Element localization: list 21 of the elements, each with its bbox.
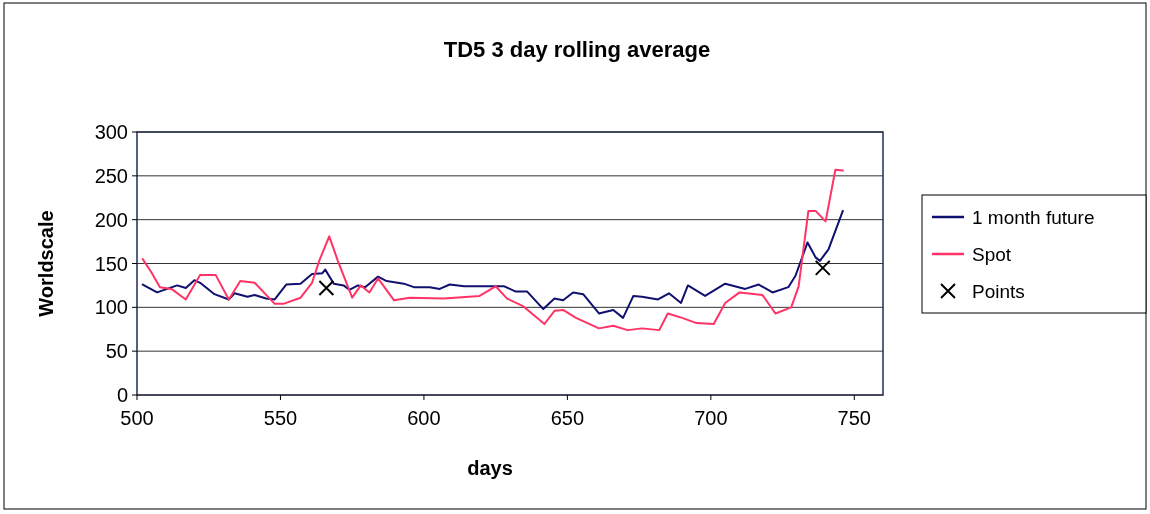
x-tick-label: 600 [407,407,441,429]
y-tick-label: 150 [94,252,128,275]
y-axis-title: Worldscale [35,210,57,317]
x-tick-label: 650 [550,407,585,429]
x-tick-label: 550 [263,407,298,429]
legend-label: Points [972,280,1025,302]
y-tick-label: 0 [116,384,128,406]
line-series [141,209,844,319]
x-tick-label: 500 [120,407,154,429]
x-tick-label: 750 [837,407,871,429]
y-tick-label: 50 [105,340,128,363]
y-tick-label: 300 [94,121,128,143]
y-tick-label: 250 [94,164,128,187]
chart-title: TD5 3 day rolling average [443,37,711,62]
line-series [141,168,844,332]
y-tick-label: 200 [94,208,128,231]
y-tick-label: 100 [94,296,128,319]
legend-label: Spot [972,243,1012,265]
x-tick-label: 700 [694,407,728,429]
x-axis-title: days [467,457,513,479]
legend-label: 1 month future [972,206,1095,228]
